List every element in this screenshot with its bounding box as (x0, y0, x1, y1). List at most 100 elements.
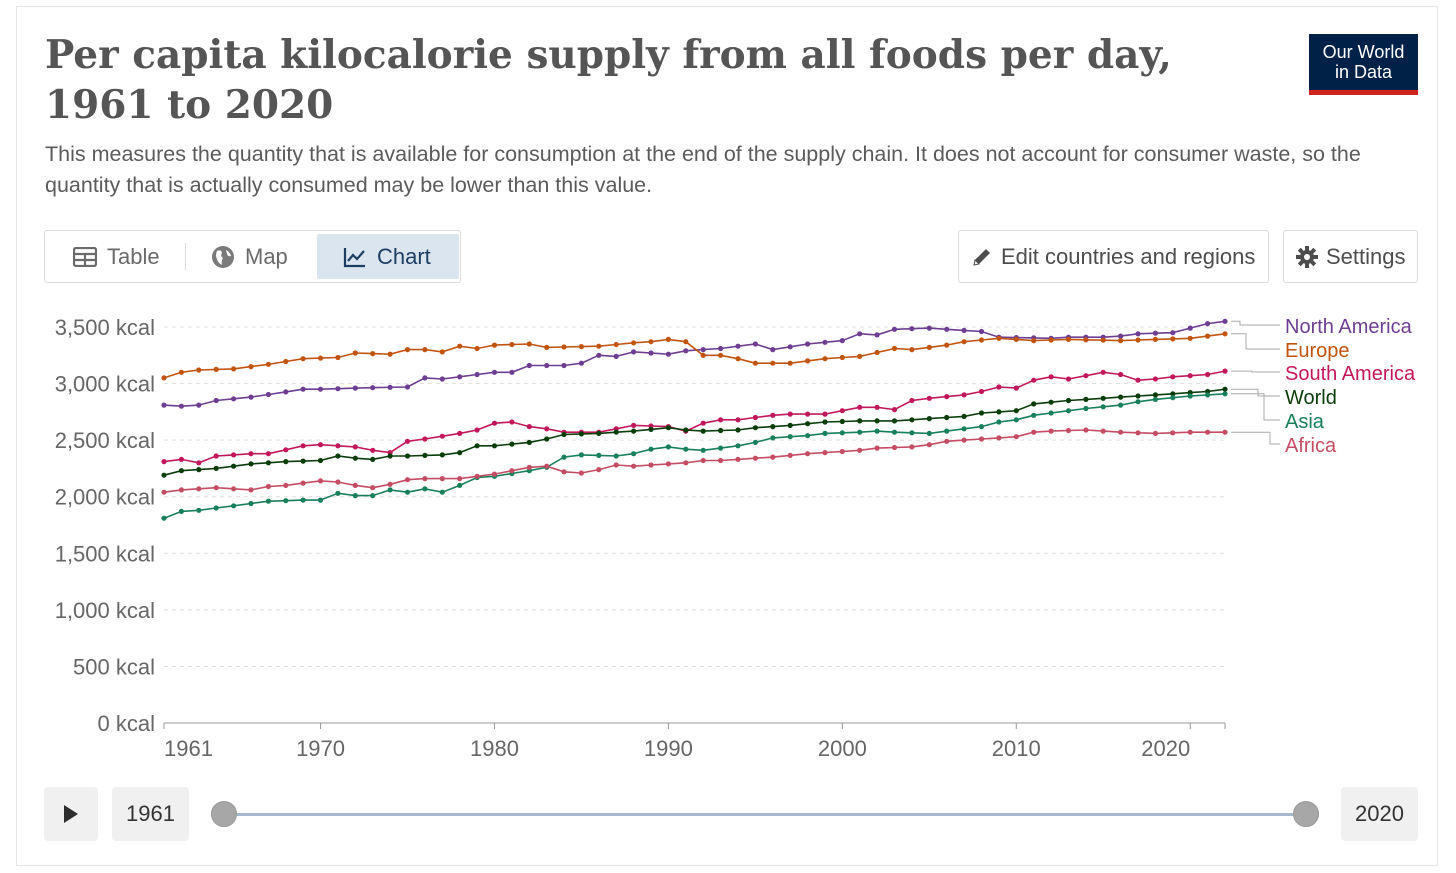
data-point (752, 439, 759, 445)
data-point (857, 429, 863, 435)
data-point (1118, 338, 1124, 344)
tab-divider (185, 243, 186, 270)
data-point (335, 386, 341, 392)
data-point (422, 375, 428, 381)
data-point (631, 422, 637, 428)
data-point (1031, 401, 1037, 407)
data-point (1100, 404, 1106, 410)
data-point (961, 437, 967, 443)
data-point (404, 438, 411, 444)
data-point (1135, 377, 1141, 383)
data-point (196, 486, 202, 492)
data-point (526, 362, 532, 369)
data-point (1100, 428, 1106, 434)
data-point (718, 427, 724, 434)
data-point (1205, 429, 1211, 435)
data-point (1118, 371, 1124, 378)
data-point (335, 479, 341, 485)
edit-countries-label: Edit countries and regions (1001, 243, 1256, 269)
data-point (1013, 408, 1019, 414)
data-point (370, 485, 376, 491)
tab-table[interactable]: Table (73, 234, 183, 279)
data-point (1048, 410, 1054, 416)
tab-chart[interactable]: Chart (317, 234, 459, 279)
data-point (404, 477, 411, 483)
data-point (1118, 394, 1124, 400)
x-tick-label: 2000 (818, 736, 867, 761)
y-tick-label: 500 kcal (73, 654, 155, 679)
owid-logo[interactable]: Our World in Data (1309, 34, 1418, 95)
data-point (526, 424, 532, 430)
data-point (1222, 318, 1228, 324)
data-point (404, 347, 411, 353)
data-point (926, 416, 932, 422)
data-point (561, 454, 567, 460)
data-point (1031, 338, 1037, 344)
data-point (457, 343, 463, 349)
data-point (874, 404, 880, 410)
data-point (978, 436, 985, 442)
data-point (231, 463, 237, 469)
data-point (909, 397, 915, 404)
legend-label: South America (1285, 363, 1416, 385)
tab-map-label: Map (245, 243, 288, 269)
series-line (163, 333, 1226, 379)
timeline-start-year[interactable]: 1961 (112, 787, 189, 841)
data-point (822, 419, 828, 425)
data-point (891, 418, 898, 424)
data-point (509, 341, 515, 348)
data-point (735, 443, 741, 449)
data-point (909, 347, 915, 353)
timeline-track[interactable] (224, 813, 1306, 816)
data-point (926, 344, 932, 350)
timeline-start-handle[interactable] (211, 801, 237, 827)
data-point (996, 419, 1002, 425)
data-point (1048, 374, 1054, 380)
data-point (561, 344, 567, 350)
x-tick-label: 1990 (644, 736, 693, 761)
legend-connector (1231, 333, 1280, 350)
play-button[interactable] (44, 787, 98, 841)
data-point (891, 326, 898, 332)
data-point (613, 341, 619, 348)
data-point (665, 461, 672, 467)
data-point (822, 356, 828, 362)
data-point (1065, 397, 1072, 404)
timeline-end-year[interactable]: 2020 (1341, 787, 1418, 841)
data-point (926, 442, 932, 448)
data-point (178, 403, 184, 409)
data-point (265, 361, 271, 367)
data-point (1187, 373, 1193, 379)
data-point (700, 352, 706, 358)
data-point (1187, 335, 1193, 341)
data-point (578, 360, 585, 366)
tab-map[interactable]: Map (211, 234, 321, 279)
data-point (265, 391, 271, 398)
data-point (1222, 429, 1228, 435)
data-point (370, 351, 376, 357)
data-point (422, 347, 428, 353)
data-point (700, 447, 706, 453)
data-point (561, 431, 567, 438)
data-point (718, 445, 724, 451)
table-icon (73, 246, 97, 267)
data-point (1013, 417, 1019, 423)
data-point (248, 451, 254, 457)
data-point (787, 344, 793, 350)
data-point (926, 430, 932, 436)
edit-countries-button[interactable]: Edit countries and regions (958, 230, 1269, 283)
data-point (370, 447, 376, 453)
data-point (1135, 399, 1141, 405)
data-point (265, 451, 271, 457)
data-point (1135, 331, 1141, 337)
data-point (265, 498, 271, 504)
data-point (404, 489, 411, 495)
settings-button[interactable]: Settings (1283, 230, 1418, 283)
data-point (648, 446, 654, 452)
data-point (370, 493, 376, 499)
data-point (996, 335, 1002, 341)
data-point (1013, 385, 1019, 391)
timeline-end-handle[interactable] (1293, 801, 1319, 827)
tab-chart-label: Chart (377, 243, 431, 269)
data-point (1170, 374, 1176, 380)
